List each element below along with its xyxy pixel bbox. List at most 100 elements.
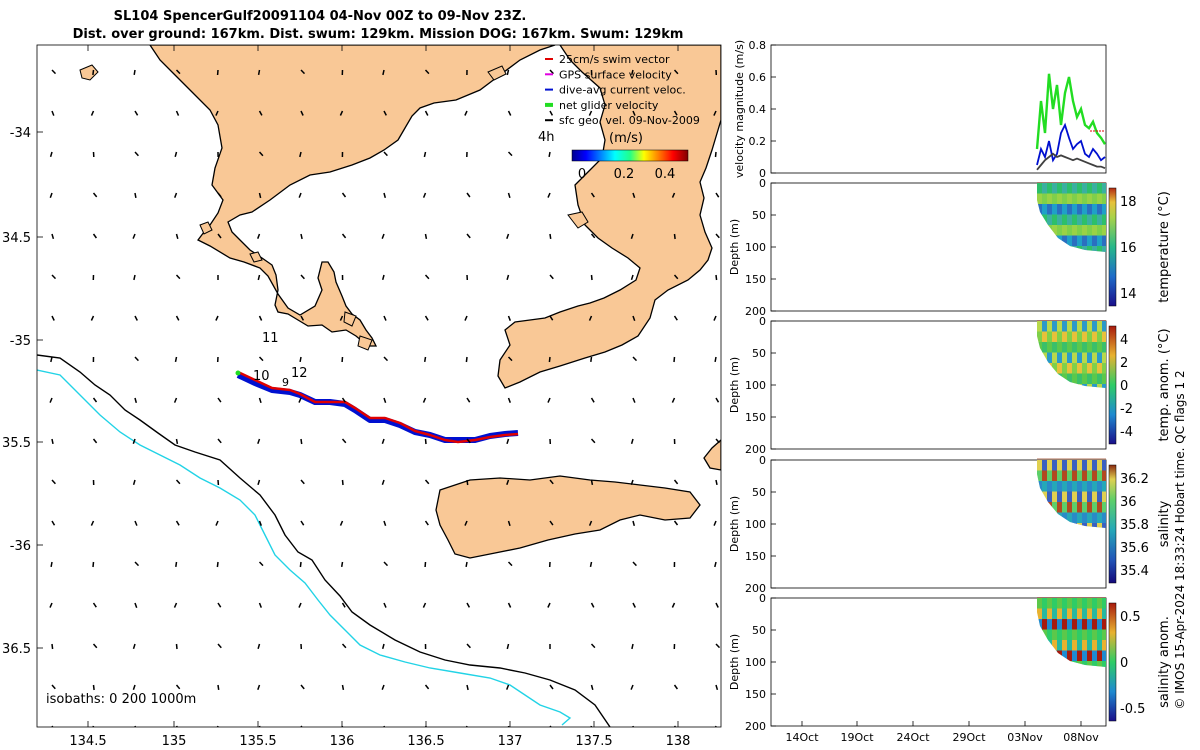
velocity-ytick-label: 0 — [759, 167, 766, 180]
velocity-arrow — [507, 110, 512, 116]
velocity-arrow — [258, 397, 262, 404]
velocity-arrow — [547, 602, 551, 608]
velocity-arrow — [299, 151, 302, 158]
section-cell — [1057, 608, 1063, 620]
section-cell — [1087, 512, 1093, 524]
section-cell — [1092, 246, 1098, 252]
legend-label: sfc geo. vel. 09-Nov-2009 — [559, 114, 700, 127]
velocity-arrow — [341, 479, 344, 486]
section-cell — [1072, 363, 1078, 374]
section-cell — [1097, 183, 1103, 194]
section-cell — [1042, 321, 1048, 332]
section-cell — [1057, 502, 1063, 513]
velocity-ylabel: velocity magnitude (m/s) — [733, 40, 746, 178]
velocity-arrow — [92, 69, 95, 76]
section-cell — [1102, 225, 1106, 236]
date-tick-label: 19Oct — [840, 731, 874, 744]
section-cell — [1052, 598, 1058, 609]
velocity-arrow — [256, 233, 261, 239]
velocity-arrow — [465, 356, 468, 363]
velocity-arrow — [630, 684, 634, 690]
section-cell — [1087, 491, 1093, 503]
section-cell — [1067, 331, 1073, 343]
section-cell — [1082, 470, 1088, 482]
section-cb-tick: 35.6 — [1120, 541, 1149, 556]
land-eyre-peninsula — [149, 45, 556, 347]
velocity-arrow — [383, 110, 387, 116]
velocity-arrow — [51, 438, 54, 445]
section-cell — [1062, 619, 1068, 630]
section-cell — [1057, 204, 1063, 215]
velocity-arrow — [134, 356, 139, 362]
section-cell — [1102, 235, 1106, 247]
velocity-arrow — [258, 561, 264, 567]
section-cell — [1102, 373, 1106, 385]
section-cell — [1082, 214, 1088, 226]
section-cell — [1072, 608, 1078, 620]
section-cell — [1042, 619, 1048, 630]
velocity-arrow — [217, 602, 222, 608]
velocity-arrow — [383, 356, 389, 362]
velocity-arrow — [258, 520, 263, 526]
section-cell — [1097, 225, 1103, 236]
legend-label: net glider velocity — [559, 99, 659, 112]
velocity-arrow — [51, 233, 55, 240]
velocity-arrow — [715, 602, 719, 608]
section-cell — [1047, 331, 1053, 343]
depth-tick-label: 100 — [745, 379, 766, 392]
section-cell — [1087, 650, 1093, 662]
section-cell — [1097, 214, 1103, 226]
velocity-arrow — [673, 274, 679, 280]
section-cell — [1062, 214, 1068, 226]
section-cell — [1072, 331, 1078, 343]
section-cell — [1102, 183, 1106, 194]
section-cell — [1077, 608, 1083, 620]
section-cell — [1102, 246, 1106, 252]
velocity-arrow — [466, 602, 471, 608]
colorbar-tick-1: 0.2 — [614, 167, 635, 182]
velocity-arrow — [506, 643, 510, 650]
velocity-arrow — [715, 192, 720, 198]
velocity-arrow — [300, 438, 303, 445]
section-cell — [1097, 204, 1103, 215]
section-cell — [1067, 363, 1073, 374]
section-cell — [1092, 481, 1098, 492]
section-cell — [1062, 460, 1068, 471]
section-cell — [1097, 650, 1103, 662]
velocity-arrow — [51, 315, 55, 321]
depth-tick-label: 50 — [752, 209, 766, 222]
section-cell — [1047, 481, 1053, 492]
velocity-arrow — [383, 520, 387, 526]
velocity-arrow — [132, 643, 136, 650]
section-cell — [1077, 193, 1083, 205]
velocity-arrow — [341, 438, 347, 444]
velocity-arrow — [51, 69, 57, 75]
velocity-arrow — [715, 479, 718, 486]
section-cell — [1062, 225, 1068, 236]
section-cell — [1077, 331, 1083, 343]
section-cell — [1097, 481, 1103, 492]
section-cell — [1062, 235, 1068, 247]
section-cell — [1037, 204, 1043, 215]
section-cell — [1092, 661, 1098, 667]
velocity-axes — [770, 44, 1107, 174]
section-cell — [1052, 193, 1058, 205]
day-label-9: 9 — [282, 376, 289, 389]
title-line-1: SL104 SpencerGulf20091104 04-Nov 00Z to … — [114, 9, 527, 24]
velocity-arrow — [549, 479, 554, 485]
section-cell — [1102, 352, 1106, 364]
section-cell — [1087, 363, 1093, 374]
section-cell — [1097, 193, 1103, 205]
section-cb-label: salinity anom. — [1157, 616, 1172, 708]
section-cell — [1097, 491, 1103, 503]
section-cell — [1102, 214, 1106, 226]
velocity-arrow — [381, 479, 385, 485]
section-cell — [1087, 619, 1093, 630]
section-cb-tick: 0.5 — [1120, 610, 1141, 625]
section-cell — [1082, 619, 1088, 630]
velocity-arrow — [632, 315, 636, 321]
section-ylabel: Depth (m) — [728, 357, 741, 413]
section-cell — [1047, 619, 1053, 630]
section-cell — [1077, 373, 1083, 385]
section-cell — [1052, 491, 1058, 503]
